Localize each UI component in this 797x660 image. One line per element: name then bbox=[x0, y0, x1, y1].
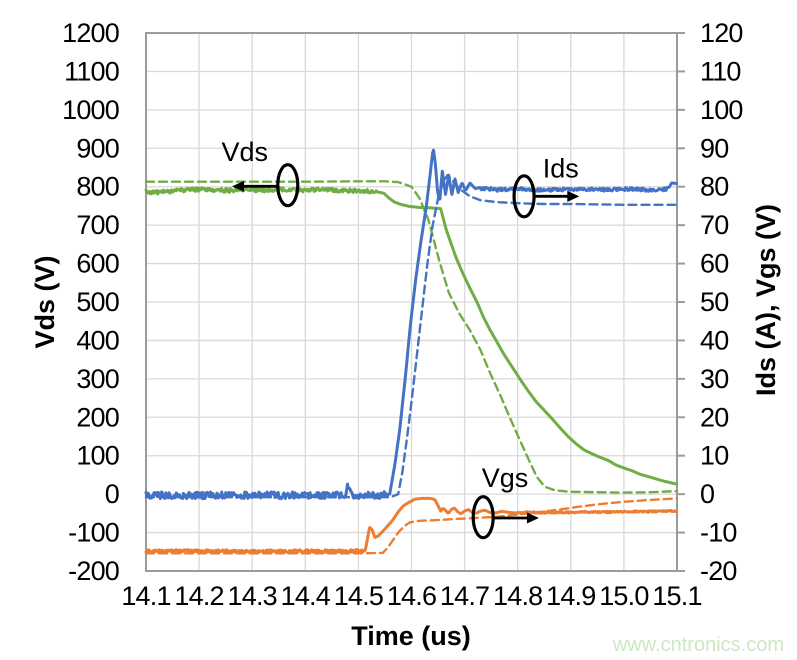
left-axis-tick-label: 500 bbox=[76, 287, 119, 317]
x-axis-tick-label: 15.0 bbox=[599, 581, 648, 611]
x-axis-tick-label: 14.2 bbox=[174, 581, 223, 611]
x-axis-title: Time (us) bbox=[351, 621, 471, 651]
left-axis-tick-label: 900 bbox=[76, 133, 119, 163]
left-axis-title: Vds (V) bbox=[30, 255, 60, 348]
right-axis-tick-label: 20 bbox=[700, 402, 728, 432]
right-axis-tick-label: 120 bbox=[700, 18, 743, 48]
curve-vds_dashed bbox=[144, 180, 679, 494]
right-axis-tick-label: -20 bbox=[700, 556, 737, 586]
right-axis-tick-label: 80 bbox=[700, 172, 728, 202]
right-axis-tick-label: 0 bbox=[700, 479, 714, 509]
x-axis-tick-label: 15.1 bbox=[652, 581, 701, 611]
annotation-label-vds: Vds bbox=[222, 137, 269, 167]
right-axis-tick-label: 30 bbox=[700, 364, 728, 394]
right-axis-title: Ids (A), Vgs (V) bbox=[751, 204, 781, 396]
left-axis-tick-label: 0 bbox=[105, 479, 119, 509]
axis-ticks bbox=[677, 32, 685, 572]
x-axis-tick-label: 14.1 bbox=[121, 581, 170, 611]
left-axis-tick-label: 1100 bbox=[64, 56, 119, 86]
right-axis-tick-label: 10 bbox=[700, 441, 728, 471]
right-axis-tick-label: 100 bbox=[700, 95, 743, 125]
x-axis-tick-label: 14.6 bbox=[387, 581, 436, 611]
axis-tick-labels: 1200110010009008007006005004003002001000… bbox=[62, 18, 743, 611]
right-axis-tick-label: 60 bbox=[700, 249, 728, 279]
curve-ids_solid bbox=[144, 148, 678, 501]
annotation-label-ids: Ids bbox=[543, 153, 579, 183]
annotation-ellipse-vds bbox=[276, 163, 300, 208]
right-axis-tick-label: -10 bbox=[700, 518, 737, 548]
x-axis-tick-label: 14.9 bbox=[546, 581, 595, 611]
right-axis-tick-label: 40 bbox=[700, 325, 728, 355]
x-axis-tick-label: 14.5 bbox=[334, 581, 383, 611]
annotation-ellipse-ids bbox=[512, 174, 536, 219]
right-axis-tick-label: 90 bbox=[700, 133, 728, 163]
right-axis-tick-label: 110 bbox=[700, 56, 741, 86]
x-axis-tick-label: 14.7 bbox=[440, 581, 489, 611]
left-axis-tick-label: 800 bbox=[76, 172, 119, 202]
left-axis-tick-label: 300 bbox=[76, 364, 119, 394]
right-axis-tick-label: 50 bbox=[700, 287, 728, 317]
curves bbox=[144, 148, 679, 555]
x-axis-tick-label: 14.3 bbox=[228, 581, 277, 611]
left-axis-tick-label: 700 bbox=[76, 210, 119, 240]
left-axis-tick-label: 1000 bbox=[62, 95, 119, 125]
annotation-label-vgs: Vgs bbox=[482, 463, 529, 493]
x-axis-tick-label: 14.4 bbox=[281, 581, 331, 611]
annotation-arrowhead-right bbox=[567, 190, 580, 202]
left-axis-tick-label: 1200 bbox=[62, 18, 119, 48]
right-axis-tick-label: 70 bbox=[700, 210, 728, 240]
left-axis-tick-label: 200 bbox=[76, 402, 119, 432]
left-axis-tick-label: -100 bbox=[68, 518, 119, 548]
gridlines bbox=[146, 33, 677, 571]
annotation-arrowhead-left bbox=[232, 180, 245, 192]
curve-vds_solid bbox=[144, 186, 678, 486]
left-axis-tick-label: 400 bbox=[76, 325, 119, 355]
left-axis-tick-label: -200 bbox=[68, 556, 119, 586]
x-axis-tick-label: 14.8 bbox=[493, 581, 542, 611]
watermark-text: www.cntronics.com bbox=[612, 634, 784, 656]
annotation-arrowhead-right bbox=[526, 512, 539, 524]
left-axis-tick-label: 100 bbox=[76, 441, 119, 471]
left-axis-tick-label: 600 bbox=[76, 249, 119, 279]
curve-vgs_solid bbox=[144, 496, 678, 555]
annotations: Vds Ids Vgs bbox=[222, 137, 580, 540]
